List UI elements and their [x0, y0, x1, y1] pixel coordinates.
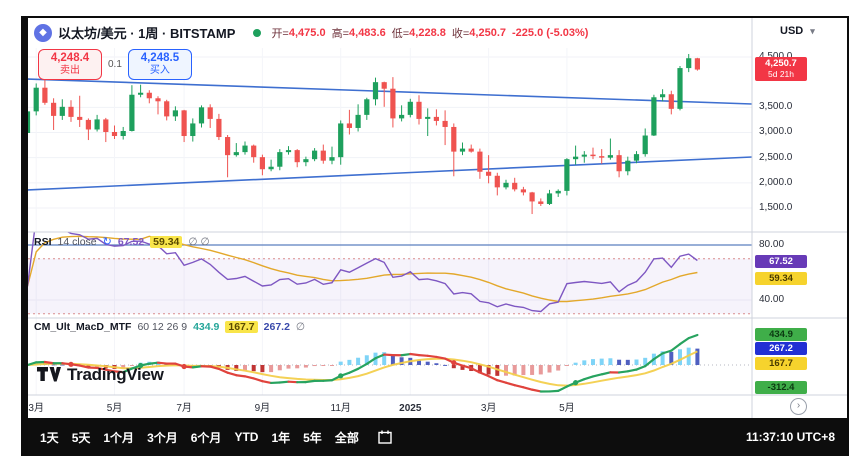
current-price: 4,250.7	[765, 57, 797, 69]
rsi-params: 14 close	[57, 235, 97, 248]
range-button-YTD[interactable]: YTD	[234, 430, 259, 444]
price-pane	[28, 53, 752, 215]
range-button-1年[interactable]: 1年	[271, 430, 291, 445]
sell-button[interactable]: 4,248.4 卖出	[38, 49, 102, 80]
rsi-ma-value: 59.34	[150, 235, 183, 248]
time-tick-label: 3月	[28, 402, 44, 414]
price-axis-label: 3,000.0	[759, 126, 793, 138]
tradingview-logo-icon	[37, 367, 61, 382]
time-tick-label: 3月	[481, 402, 497, 414]
trend-channel[interactable]	[28, 78, 752, 191]
range-button-3个月[interactable]: 3个月	[147, 430, 178, 445]
tradingview-logo[interactable]: TradingView	[37, 365, 164, 385]
macd-hist-value: 267.2	[263, 321, 290, 333]
sell-price: 4,248.4	[50, 52, 90, 64]
time-tick-label: 5月	[107, 402, 123, 414]
range-buttons: 1天 5天 1个月 3个月 6个月 YTD 1年 5年 全部	[40, 429, 372, 446]
price-axis-label: 2,500.0	[759, 151, 793, 163]
buy-price: 4,248.5	[140, 52, 180, 64]
time-tick-label: 7月	[176, 402, 192, 414]
pane-separators[interactable]	[28, 18, 847, 418]
rsi-value: 67.52	[117, 235, 145, 248]
macd-hist-value-tag: 267.2	[755, 342, 807, 356]
currency-label: USD	[780, 25, 804, 37]
currency-selector[interactable]: USD ▾	[780, 25, 815, 37]
macd-value-tag: 434.9	[755, 328, 807, 342]
eth-logo-icon: ◆	[34, 23, 52, 42]
high-label: 高=	[331, 27, 350, 40]
chart-canvas[interactable]: 3月 5月 7月 9月 11月 2025 3月 5月	[28, 18, 847, 418]
chevron-down-icon: ▾	[810, 26, 815, 36]
range-button-1天[interactable]: 1天	[40, 430, 59, 445]
macd-title: CM_Ult_MacD_MTF	[34, 321, 132, 333]
macd-signal-value-tag: 167.7	[755, 357, 807, 371]
refresh-icon[interactable]: ↻	[102, 236, 112, 248]
range-button-5年[interactable]: 5年	[303, 430, 322, 445]
buy-button[interactable]: 4,248.5 买入	[127, 49, 192, 80]
rsi-pane	[28, 232, 752, 315]
rsi-axis-label: 80.00	[759, 239, 785, 250]
close-value: 4,250.7	[469, 26, 506, 39]
current-price-tag: 4,250.7 5d 21h	[755, 56, 807, 82]
price-axis-label: 4,500.0	[759, 51, 792, 62]
macd-pane	[28, 333, 752, 393]
rsi-ma-value-tag: 59.34	[755, 272, 807, 286]
high-value: 4,483.6	[349, 26, 386, 39]
time-tick-label: 5月	[559, 402, 575, 414]
price-axis-label: 2,000.0	[759, 176, 793, 188]
spread-value: 0.1	[108, 58, 122, 70]
bar-countdown: 5d 21h	[768, 69, 794, 80]
clock-readout: 11:37:10 UTC+8	[745, 430, 835, 444]
time-tick-label: 9月	[255, 402, 271, 414]
date-range-icon[interactable]	[378, 430, 392, 444]
macd-pane-header[interactable]: CM_Ult_MacD_MTF 60 12 26 9 434.9 167.7 2…	[34, 321, 305, 333]
tradingview-widget: 3月 5月 7月 9月 11月 2025 3月 5月 ◆ 以太坊/美元 · 1周 · BITS…	[21, 16, 849, 456]
market-status-icon	[253, 28, 262, 37]
time-tick-label: 2025	[399, 403, 422, 414]
symbol-header: ◆ 以太坊/美元 · 1周 · BITSTAMP 开= 4,475.0 高= 4…	[34, 23, 588, 42]
range-button-6个月[interactable]: 6个月	[190, 430, 222, 445]
rsi-axis-label: 40.00	[759, 294, 785, 305]
ohlc-readout: 开= 4,475.0 高= 4,483.6 低= 4,228.8 收= 4,25…	[271, 25, 588, 41]
change-value: -225.0 (-5.03%)	[512, 26, 589, 39]
time-axis[interactable]: 3月 5月 7月 9月 11月 2025 3月 5月	[28, 402, 574, 414]
gridlines	[28, 48, 752, 395]
open-label: 开=	[271, 27, 289, 40]
scroll-to-latest-button[interactable]: ›	[790, 398, 807, 415]
macd-signal-value: 167.7	[225, 321, 258, 333]
rsi-zeros: ∅ ∅	[188, 235, 210, 248]
macd-params: 60 12 26 9	[137, 321, 188, 333]
open-value: 4,475.0	[288, 26, 326, 39]
macd-mtf-value-tag: -312.4	[755, 380, 807, 394]
low-value: 4,228.8	[409, 26, 446, 39]
rsi-value-tag: 67.52	[755, 255, 807, 269]
range-button-1个月[interactable]: 1个月	[103, 430, 135, 445]
buy-label: 买入	[149, 65, 170, 77]
range-button-全部[interactable]: 全部	[334, 430, 359, 445]
rsi-pane-header[interactable]: RSI 14 close ↻ 67.52 59.34 ∅ ∅	[34, 235, 210, 248]
tradingview-logo-text: TradingView	[67, 365, 164, 384]
price-axis-label: 3,500.0	[759, 101, 793, 113]
candlestick-series	[28, 53, 700, 215]
symbol-title[interactable]: 以太坊/美元 · 1周 · BITSTAMP	[58, 26, 236, 41]
macd-zero: ∅	[295, 321, 306, 333]
macd-value: 434.9	[193, 321, 220, 333]
time-tick-label: 11月	[331, 402, 351, 414]
range-button-5天[interactable]: 5天	[71, 430, 91, 445]
close-label: 收=	[451, 27, 470, 40]
bottom-toolbar: 1天 5天 1个月 3个月 6个月 YTD 1年 5年 全部 11:37:10 UTC+8	[28, 418, 847, 456]
rsi-title: RSI	[34, 235, 52, 248]
price-axis-label: 1,500.0	[759, 201, 793, 213]
trade-panel: 4,248.4 卖出 0.1 4,248.5 买入	[38, 49, 192, 80]
low-label: 低=	[391, 27, 410, 40]
sell-label: 卖出	[60, 65, 80, 77]
